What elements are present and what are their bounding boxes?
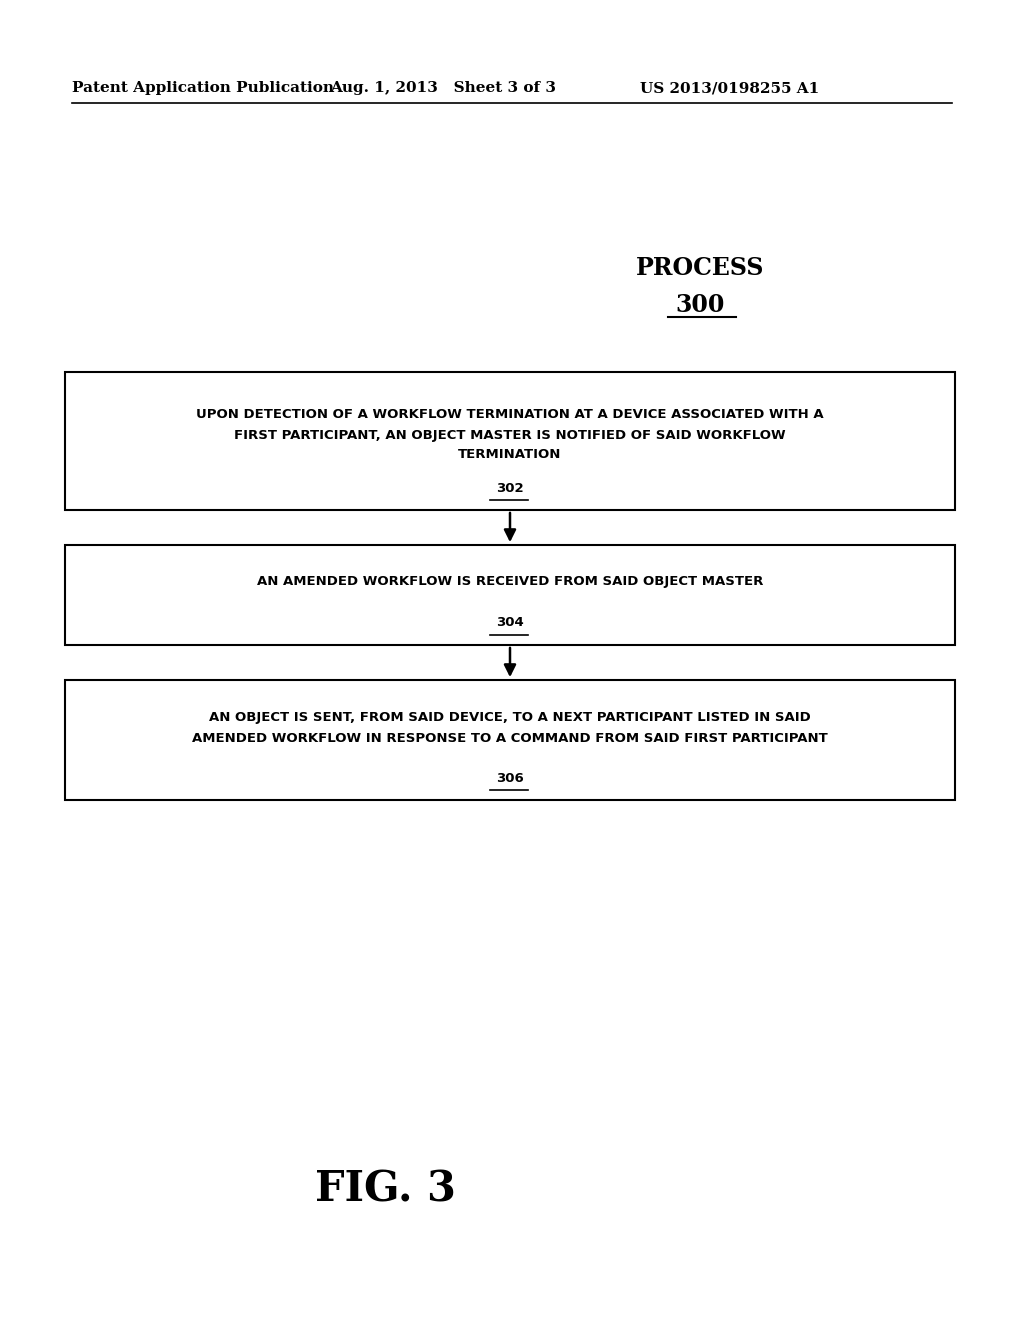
Text: AN AMENDED WORKFLOW IS RECEIVED FROM SAID OBJECT MASTER: AN AMENDED WORKFLOW IS RECEIVED FROM SAI…	[257, 576, 763, 589]
Text: FIRST PARTICIPANT, AN OBJECT MASTER IS NOTIFIED OF SAID WORKFLOW: FIRST PARTICIPANT, AN OBJECT MASTER IS N…	[234, 429, 785, 441]
Bar	[65, 372, 955, 510]
Text: 302: 302	[497, 482, 524, 495]
Bar	[65, 680, 955, 800]
Text: 300: 300	[675, 293, 725, 317]
Text: UPON DETECTION OF A WORKFLOW TERMINATION AT A DEVICE ASSOCIATED WITH A: UPON DETECTION OF A WORKFLOW TERMINATION…	[197, 408, 824, 421]
Text: 304: 304	[496, 616, 524, 630]
Text: TERMINATION: TERMINATION	[459, 449, 562, 462]
Text: Patent Application Publication: Patent Application Publication	[72, 81, 334, 95]
Text: Aug. 1, 2013   Sheet 3 of 3: Aug. 1, 2013 Sheet 3 of 3	[330, 81, 556, 95]
Bar	[65, 545, 955, 645]
Text: AMENDED WORKFLOW IN RESPONSE TO A COMMAND FROM SAID FIRST PARTICIPANT: AMENDED WORKFLOW IN RESPONSE TO A COMMAN…	[193, 731, 827, 744]
Text: AN OBJECT IS SENT, FROM SAID DEVICE, TO A NEXT PARTICIPANT LISTED IN SAID: AN OBJECT IS SENT, FROM SAID DEVICE, TO …	[209, 711, 811, 725]
Text: FIG. 3: FIG. 3	[314, 1170, 456, 1210]
Text: US 2013/0198255 A1: US 2013/0198255 A1	[640, 81, 819, 95]
Text: PROCESS: PROCESS	[636, 256, 764, 280]
Text: 306: 306	[496, 771, 524, 784]
